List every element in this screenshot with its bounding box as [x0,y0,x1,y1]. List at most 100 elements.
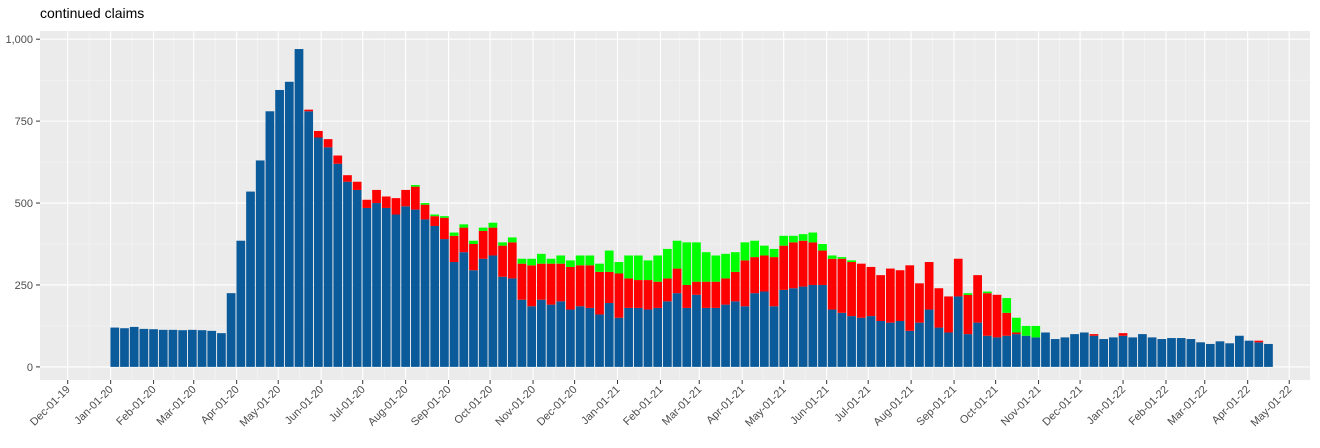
x-tick-label: Oct-01-21 [958,384,1001,427]
bar-segment [730,271,740,302]
bar-segment [585,307,595,367]
bar-segment [536,253,546,264]
bar-segment [798,240,808,287]
bar-segment [585,265,595,308]
bar-segment [1089,334,1099,336]
bar-segment [759,255,769,292]
bar-segment [556,301,566,367]
bar-segment [1041,332,1050,367]
x-tick-label: Nov-01-21 [999,384,1044,429]
bar-segment [536,299,546,367]
bar-segment [255,160,265,367]
bar-segment [769,248,779,258]
bar-segment [1254,342,1264,367]
bar-segment [546,258,556,264]
x-tick-label: Jan-01-22 [1085,384,1129,428]
x-tick-label: Feb-01-20 [114,384,158,428]
bar-segment [789,242,798,289]
bar-segment [818,244,827,251]
bar-segment [1002,312,1012,336]
bar-segment [1031,337,1041,367]
bar-segment [730,252,740,272]
bar-segment [139,328,149,367]
bar-segment [129,326,139,367]
bar-segment [672,268,682,294]
bar-segment [430,214,440,217]
bar-segment [265,111,275,367]
bar-segment [575,265,585,307]
x-tick-label: Jul-01-21 [832,384,873,425]
bar-segment [343,175,352,182]
bar-segment [895,321,905,367]
bar-segment [459,252,469,367]
bar-segment [546,304,556,367]
bar-segment [750,293,759,367]
bar-segment [624,307,633,367]
chart-title: continued claims [40,5,144,21]
bar-segment [595,314,604,367]
bar-segment [769,257,779,307]
bar-segment [1012,334,1021,367]
bar-segment [701,252,711,282]
bar-segment [440,216,449,218]
bar-segment [779,235,789,246]
bar-segment [304,111,314,367]
bar-segment [982,293,992,336]
bar-segment [410,209,420,367]
y-tick-label: 750 [15,116,33,128]
bar-segment [517,258,527,264]
bar-segment [478,230,488,259]
x-tick-label: Jan-01-21 [579,384,623,428]
bar-segment [769,306,779,367]
bar-segment [527,265,537,307]
x-tick-label: Jun-01-21 [788,384,832,428]
bar-segment [323,139,333,148]
bar-segment [507,237,517,243]
bar-segment [653,281,663,308]
bar-segment [643,309,653,367]
x-tick-label: Aug-01-21 [871,384,916,429]
bar-segment [488,222,498,228]
bar-segment [614,262,624,274]
bar-segment [624,278,633,308]
bar-segment [566,260,575,267]
bar-segment [498,276,507,367]
x-tick-label: Mar-01-22 [1165,384,1209,428]
bar-segment [197,330,207,367]
bar-segment [721,304,730,367]
bar-segment [401,189,410,207]
bar-segment [973,275,982,323]
y-tick-label: 0 [27,362,33,374]
bar-segment [1021,335,1031,367]
bar-segment [1167,338,1176,367]
bar-segment [614,273,624,318]
bar-segment [682,307,692,367]
x-tick-label: Dec-01-19 [28,384,73,429]
x-tick-label: Dec-01-20 [535,384,580,429]
bar-segment [236,240,246,367]
bar-segment [323,147,333,367]
bar-segment [352,189,362,367]
bar-segment [343,181,352,367]
bar-segment [517,299,527,367]
bar-segment [944,332,953,367]
x-tick-label: May-01-22 [1249,384,1295,430]
y-tick-label: 1,000 [5,34,33,46]
bar-segment [449,232,459,236]
x-tick-label: Sep-01-20 [409,384,454,429]
bar-segment [798,234,808,241]
bar-segment [372,189,381,204]
bar-segment [546,263,556,305]
x-tick-label: Mar-01-21 [660,384,704,428]
bar-segment [556,263,566,302]
bar-segment [779,289,789,367]
bar-segment [905,330,915,367]
bar-segment [663,301,672,367]
bar-segment [944,296,953,333]
bar-segment [663,248,672,279]
bar-segment [187,329,197,367]
bar-segment [527,258,537,266]
bar-segment [750,240,759,258]
bar-segment [798,286,808,367]
x-tick-label: Sep-01-21 [914,384,959,429]
